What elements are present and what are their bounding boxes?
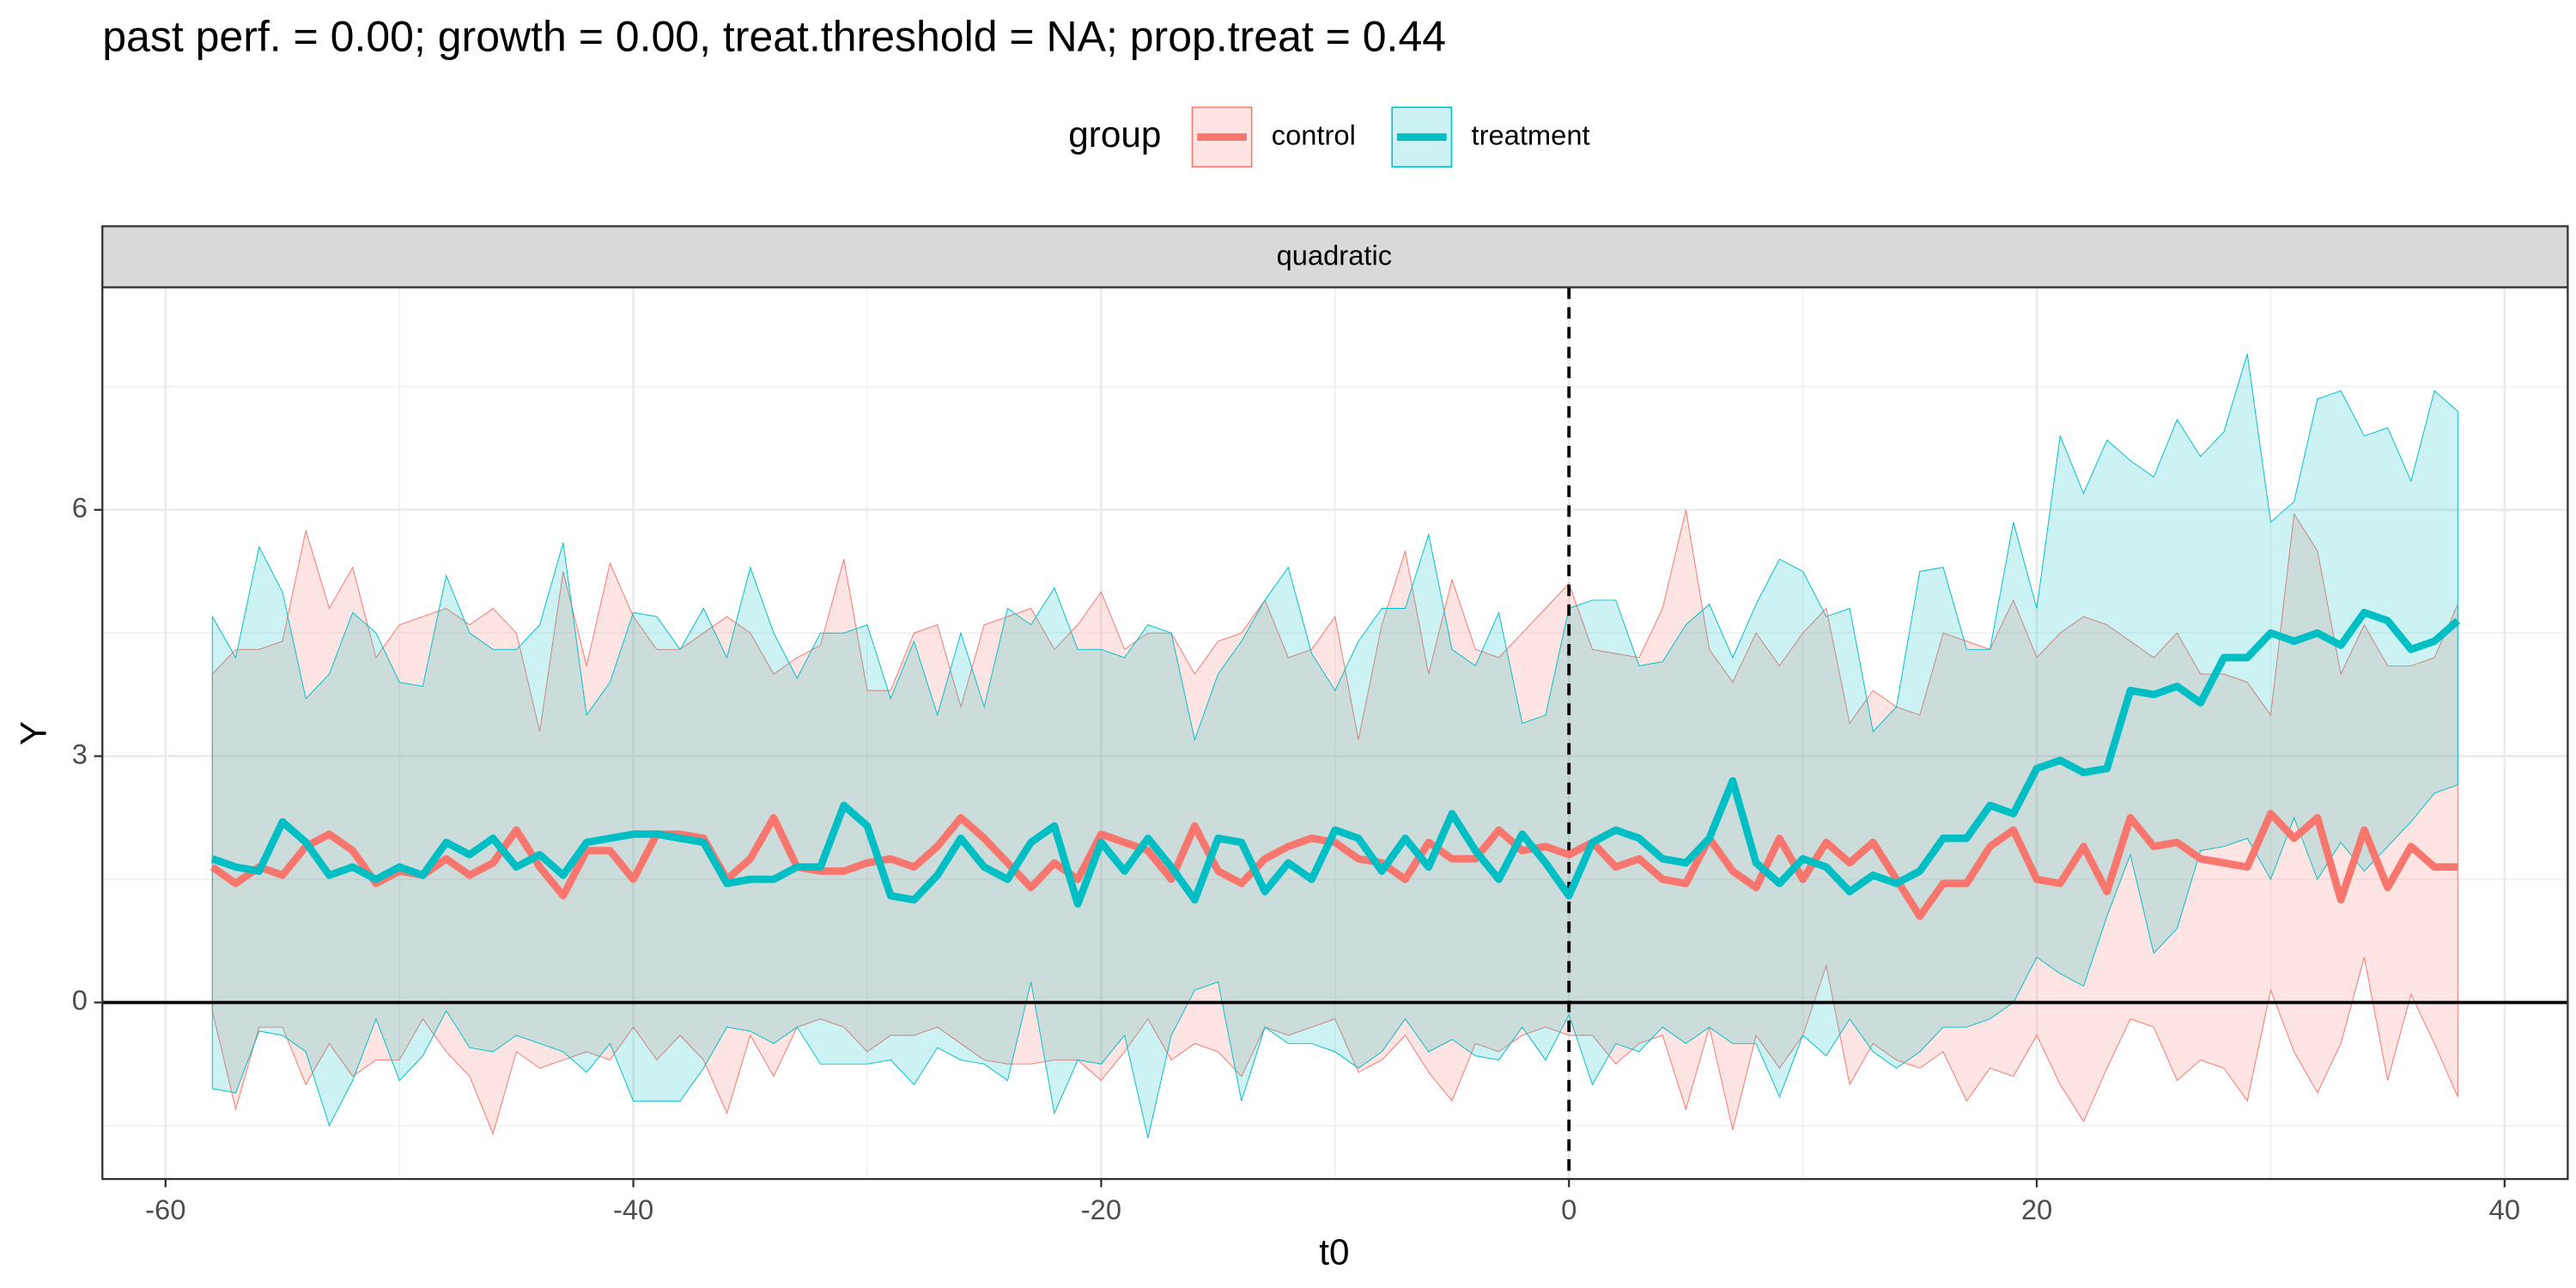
y-tick-label: 3 — [72, 738, 88, 769]
ribbon — [211, 509, 2458, 1135]
chart-title: past perf. = 0.00; growth = 0.00, treat.… — [102, 12, 1446, 60]
x-tick-label: -40 — [613, 1194, 653, 1225]
ribbon — [211, 353, 2458, 1139]
plot-area — [102, 287, 2568, 1180]
x-tick-label: -20 — [1081, 1194, 1121, 1225]
facet-label: quadratic — [1277, 240, 1392, 271]
x-tick-label: 20 — [2021, 1194, 2052, 1225]
x-axis-title: t0 — [1319, 1232, 1349, 1273]
facet-strip — [101, 225, 2569, 289]
y-tick-label: 0 — [72, 984, 88, 1016]
y-axis-title: Y — [13, 721, 53, 745]
x-tick-label: 0 — [1561, 1194, 1577, 1225]
series-line — [210, 810, 2458, 920]
legend-title: group — [1068, 114, 1161, 155]
panel-border — [101, 286, 2569, 1181]
legend-label: control — [1272, 118, 1356, 150]
series-line — [210, 608, 2461, 908]
y-tick-label: 6 — [72, 491, 88, 523]
x-tick-label: 40 — [2489, 1194, 2520, 1225]
legend-label: treatment — [1472, 118, 1590, 150]
x-tick-label: -60 — [145, 1194, 185, 1225]
